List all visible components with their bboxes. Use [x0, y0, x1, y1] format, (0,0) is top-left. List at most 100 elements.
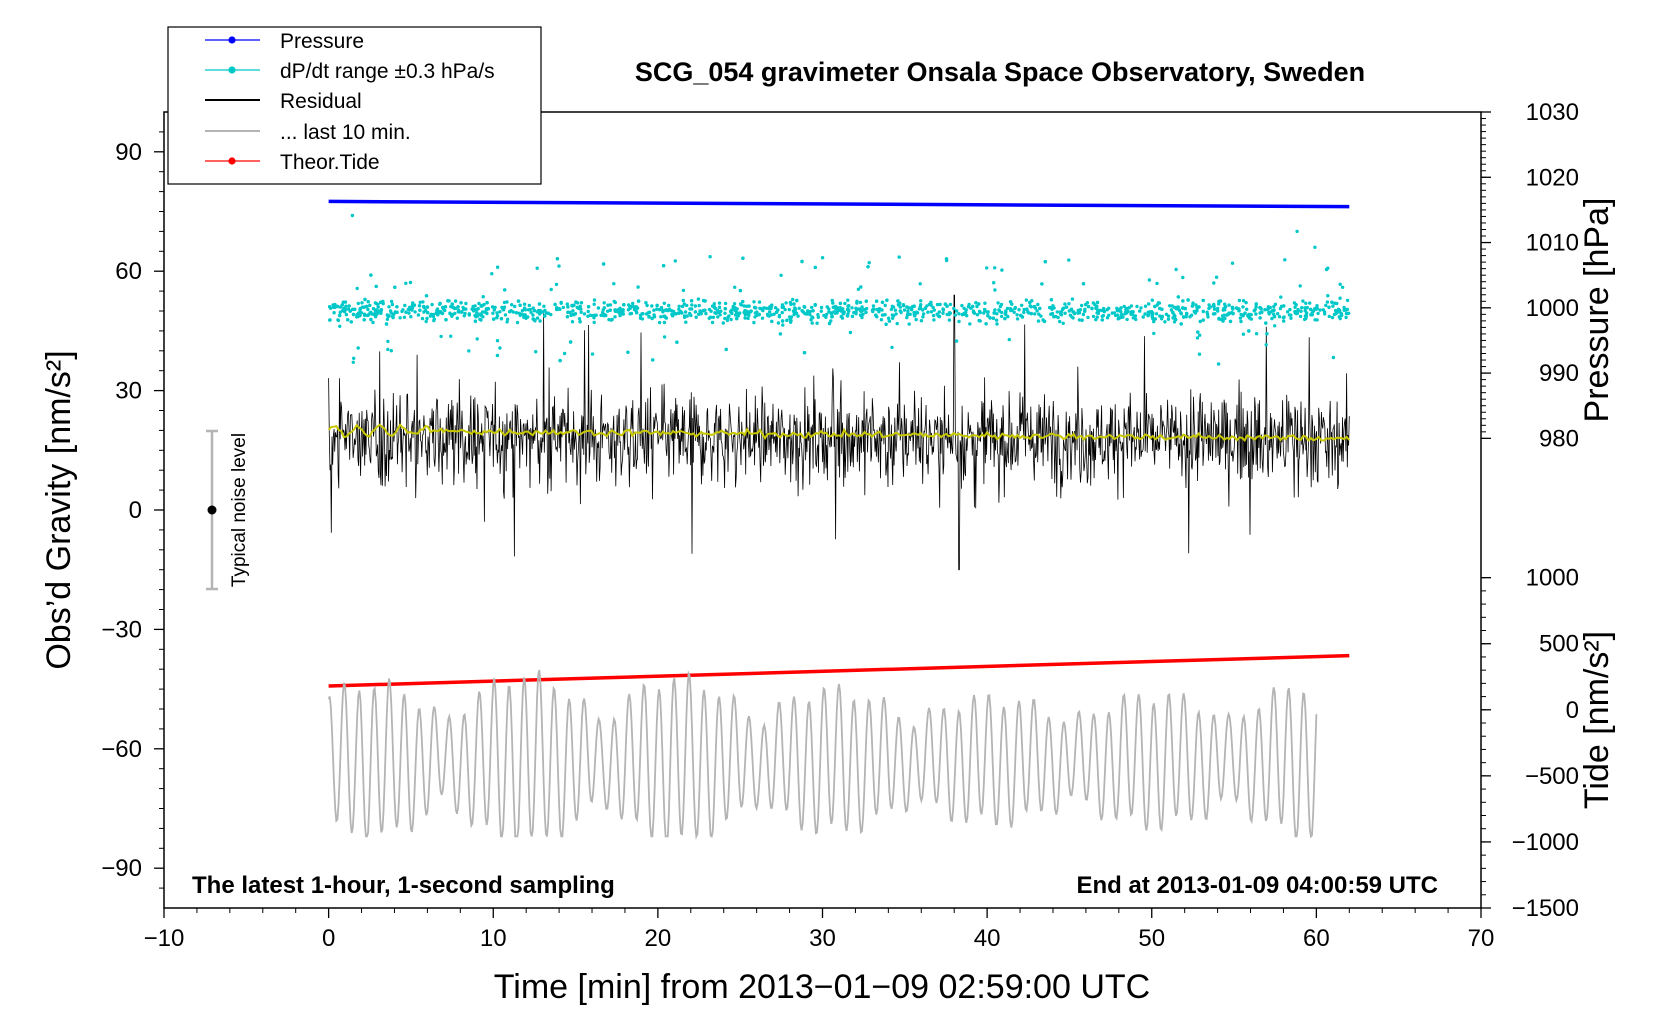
dpdt-point — [549, 312, 553, 317]
dpdt-point — [948, 302, 953, 307]
dpdt-point — [566, 305, 570, 309]
dpdt-point — [327, 305, 332, 309]
y-left-tick-label: 0 — [129, 497, 142, 524]
dpdt-point — [1254, 332, 1259, 336]
dpdt-point — [780, 305, 784, 309]
dpdt-point — [723, 301, 728, 306]
dpdt-point — [1183, 306, 1188, 311]
dpdt-point — [432, 318, 436, 323]
dpdt-point — [1331, 355, 1336, 360]
dpdt-point — [416, 313, 421, 317]
dpdt-point — [389, 311, 393, 315]
dpdt-point — [1207, 306, 1211, 311]
dpdt-point — [773, 306, 778, 310]
dpdt-point — [1296, 307, 1300, 312]
dpdt-point — [866, 265, 870, 269]
dpdt-point — [743, 316, 747, 320]
dpdt-point — [520, 308, 525, 313]
dpdt-point — [413, 310, 417, 314]
dpdt-point — [650, 316, 654, 321]
dpdt-point — [986, 310, 990, 314]
dpdt-point — [492, 308, 496, 312]
dpdt-point — [495, 339, 500, 343]
dpdt-point — [994, 318, 999, 322]
dpdt-point — [842, 312, 846, 316]
dpdt-point — [1231, 311, 1235, 316]
dpdt-point — [1158, 314, 1162, 318]
dpdt-point — [701, 309, 705, 313]
dpdt-point — [780, 310, 784, 315]
dpdt-point — [1008, 300, 1013, 304]
dpdt-point — [1061, 321, 1065, 325]
dpdt-point — [860, 305, 864, 309]
dpdt-point — [338, 310, 342, 314]
x-tick-label: 30 — [809, 925, 836, 952]
dpdt-point — [338, 313, 342, 318]
dpdt-point — [855, 299, 859, 304]
dpdt-point — [1003, 316, 1007, 321]
dpdt-point — [498, 310, 502, 314]
dpdt-point — [467, 349, 471, 353]
annotation-sampling: The latest 1-hour, 1-second sampling — [192, 872, 615, 899]
dpdt-point — [418, 300, 422, 304]
legend-label-residual: Residual — [280, 90, 362, 113]
dpdt-point — [485, 301, 489, 305]
dpdt-point — [1101, 306, 1106, 311]
dpdt-point — [885, 298, 889, 302]
dpdt-point — [937, 314, 942, 319]
dpdt-point — [365, 304, 369, 309]
dpdt-point — [1160, 314, 1165, 319]
noise-bar-center-dot — [207, 505, 217, 515]
dpdt-point — [879, 318, 884, 322]
dpdt-point — [1289, 316, 1293, 320]
dpdt-point — [366, 300, 370, 304]
dpdt-point — [945, 312, 949, 317]
dpdt-point — [947, 318, 952, 322]
tide-axis-tick-label: 0 — [1566, 697, 1579, 724]
dpdt-point — [574, 300, 578, 304]
x-tick-label: 70 — [1468, 925, 1495, 952]
dpdt-point — [1080, 303, 1084, 308]
dpdt-point — [919, 319, 924, 323]
dpdt-point — [680, 304, 685, 309]
dpdt-point — [847, 304, 851, 308]
dpdt-point — [1277, 315, 1282, 319]
dpdt-point — [652, 308, 656, 312]
dpdt-point — [1324, 303, 1328, 308]
dpdt-point — [1281, 315, 1286, 320]
dpdt-point — [741, 256, 745, 260]
dpdt-point — [953, 313, 957, 317]
dpdt-point — [1195, 336, 1200, 340]
dpdt-point — [1311, 309, 1316, 313]
dpdt-point — [626, 350, 630, 354]
tide-axis-tick-label: −1000 — [1512, 829, 1579, 856]
dpdt-point — [1222, 313, 1226, 317]
dpdt-point — [667, 303, 671, 308]
dpdt-point — [605, 309, 610, 313]
dpdt-point — [498, 346, 502, 350]
legend-label-tide: Theor.Tide — [280, 151, 380, 174]
dpdt-point — [562, 351, 567, 356]
dpdt-point — [819, 305, 824, 310]
dpdt-point — [819, 309, 823, 313]
x-tick-label: −10 — [144, 925, 185, 952]
dpdt-point — [875, 307, 879, 312]
legend-entry-tide: Theor.Tide — [205, 151, 380, 174]
dpdt-point — [1177, 308, 1182, 312]
dpdt-point — [1288, 307, 1292, 312]
dpdt-point — [1298, 284, 1302, 288]
dpdt-point — [532, 308, 537, 313]
dpdt-point — [1287, 313, 1292, 317]
dpdt-point — [749, 309, 753, 313]
dpdt-point — [682, 314, 687, 318]
dpdt-point — [527, 303, 531, 308]
dpdt-point — [1283, 258, 1287, 262]
dpdt-point — [1095, 300, 1100, 305]
dpdt-point — [778, 332, 783, 336]
dpdt-point — [534, 350, 538, 354]
dpdt-point — [673, 259, 677, 263]
dpdt-point — [993, 266, 997, 270]
dpdt-point — [792, 302, 796, 306]
dpdt-point — [802, 351, 807, 355]
dpdt-point — [1305, 306, 1309, 310]
